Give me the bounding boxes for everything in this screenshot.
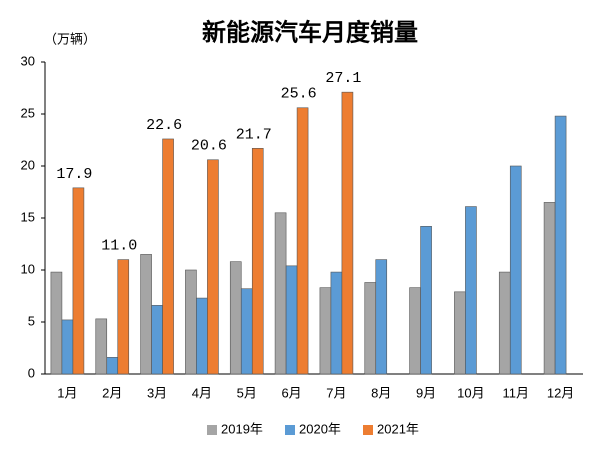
x-tick-label: 5月: [237, 385, 257, 400]
x-tick-label: 10月: [457, 385, 484, 400]
bar: [229, 261, 242, 375]
bar: [330, 271, 343, 375]
x-tick-label: 12月: [547, 385, 574, 400]
data-label: 25.6: [281, 86, 317, 103]
x-tick-label: 1月: [57, 385, 77, 400]
legend-label: 2021年: [377, 421, 419, 436]
x-tick-label: 2月: [102, 385, 122, 400]
bar: [106, 357, 119, 375]
bar: [140, 254, 152, 375]
data-label: 27.1: [325, 70, 361, 87]
bar: [554, 115, 567, 375]
bar: [117, 259, 130, 375]
y-tick-label: 25: [21, 105, 35, 120]
bar: [151, 305, 163, 375]
bar: [319, 287, 332, 375]
x-tick-label: 3月: [147, 385, 167, 400]
bar: [240, 288, 253, 375]
legend-swatch: [363, 425, 373, 435]
bar: [251, 148, 264, 375]
data-label: 22.6: [146, 117, 182, 134]
bar: [285, 265, 298, 375]
legend-label: 2019年: [221, 421, 263, 436]
y-tick-label: 30: [21, 53, 35, 68]
bar: [72, 187, 85, 375]
data-label: 20.6: [191, 138, 227, 155]
x-tick-label: 11月: [503, 385, 530, 400]
bar: [375, 259, 388, 375]
bar: [364, 282, 377, 375]
data-label: 21.7: [236, 126, 272, 143]
bar: [50, 271, 63, 375]
chart-title: 新能源汽车月度销量: [202, 18, 418, 46]
y-tick-label: 20: [21, 157, 35, 172]
bar: [61, 319, 74, 375]
x-tick-label: 4月: [192, 385, 212, 400]
bar: [498, 271, 511, 375]
y-tick-label: 5: [28, 313, 35, 328]
x-tick-label: 7月: [326, 385, 346, 400]
bar: [420, 226, 432, 375]
legend-swatch: [207, 425, 217, 435]
bar: [465, 206, 477, 375]
y-tick-label: 10: [21, 261, 35, 276]
y-tick-label: 15: [21, 209, 35, 224]
legend-swatch: [285, 425, 295, 435]
x-tick-label: 6月: [281, 385, 301, 400]
x-tick-label: 8月: [371, 385, 391, 400]
bar: [296, 107, 309, 375]
bar: [341, 91, 354, 375]
bar: [185, 269, 197, 375]
x-tick-label: 9月: [416, 385, 436, 400]
bar: [95, 318, 108, 375]
bar: [543, 202, 556, 375]
bar: [409, 287, 421, 375]
data-label: 11.0: [101, 238, 137, 255]
y-axis-label: （万辆）: [44, 31, 96, 46]
bar: [274, 212, 287, 375]
bar: [509, 165, 522, 375]
bar: [162, 138, 174, 375]
legend-label: 2020年: [299, 421, 341, 436]
bar: [454, 291, 466, 375]
bar: [207, 159, 219, 375]
data-label: 17.9: [56, 166, 92, 183]
bar: [196, 297, 208, 375]
y-tick-label: 0: [28, 365, 35, 380]
